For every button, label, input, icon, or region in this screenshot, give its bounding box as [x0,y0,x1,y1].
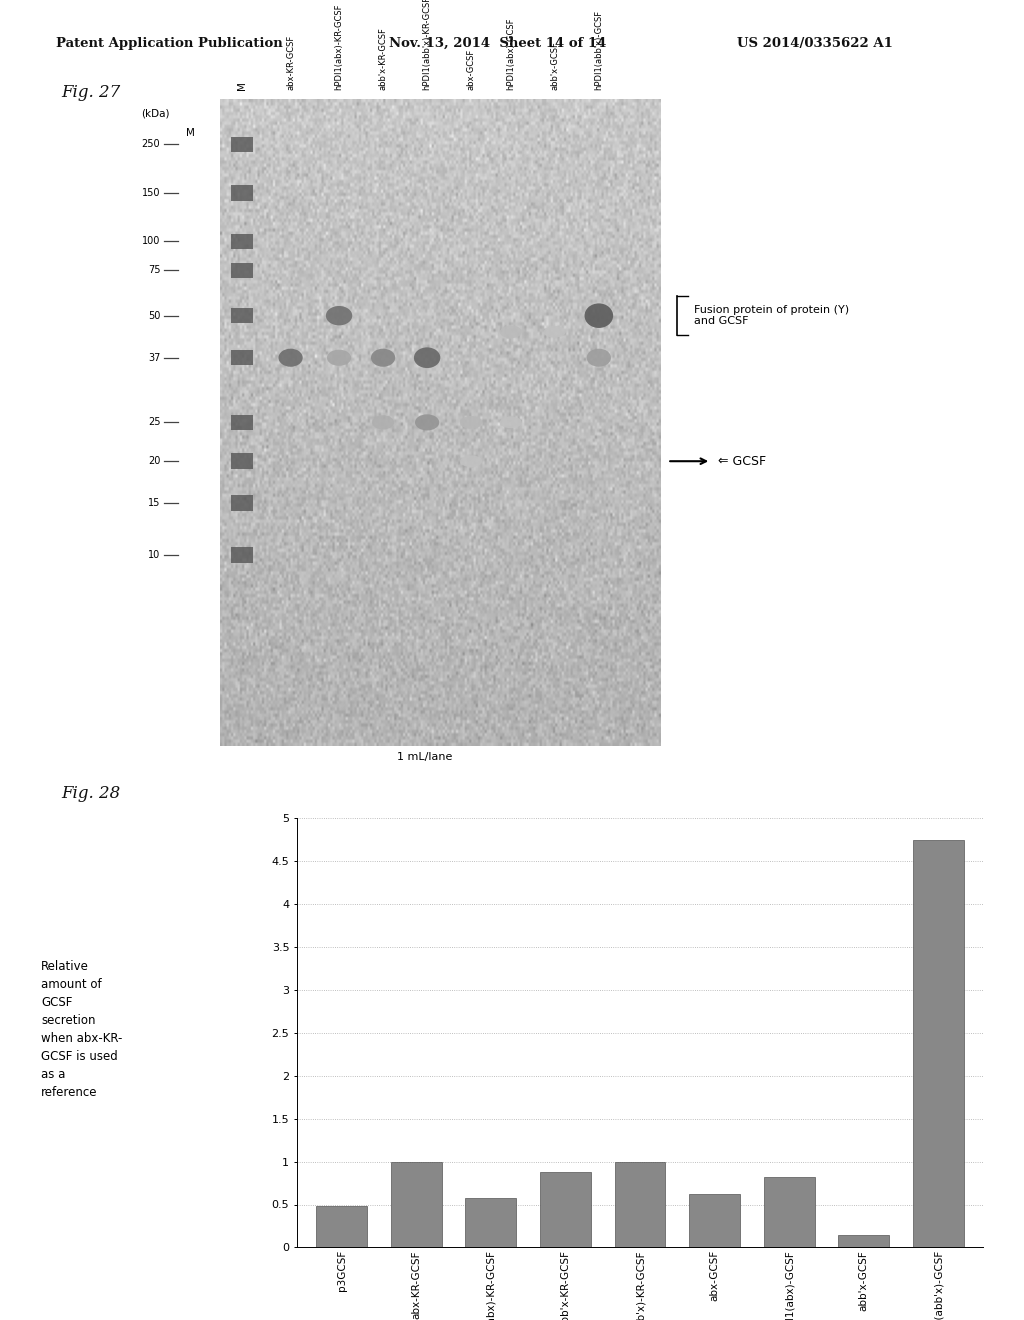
Text: Fig. 27: Fig. 27 [61,84,121,102]
Bar [316,1206,367,1247]
Text: Patent Application Publication: Patent Application Publication [56,37,283,50]
Text: Relative
amount of
GCSF
secretion
when abx-KR-
GCSF is used
as a
reference: Relative amount of GCSF secretion when a… [41,960,122,1100]
Text: hPDI1(abb'x)-GCSF: hPDI1(abb'x)-GCSF [594,9,603,90]
FancyBboxPatch shape [231,308,253,323]
Text: abx-KR-GCSF: abx-KR-GCSF [286,34,295,90]
Bar [466,1197,516,1247]
Bar [689,1195,740,1247]
Ellipse shape [371,348,395,367]
Ellipse shape [326,306,352,325]
FancyBboxPatch shape [231,185,253,201]
Ellipse shape [414,347,440,368]
Text: (kDa): (kDa) [141,108,170,119]
Ellipse shape [585,304,613,327]
FancyBboxPatch shape [231,136,253,152]
Text: M: M [186,128,196,139]
Bar [540,1172,591,1247]
Text: 37: 37 [147,352,161,363]
Text: 50: 50 [147,310,161,321]
Text: M: M [238,81,247,90]
Text: ⇐ GCSF: ⇐ GCSF [718,454,766,467]
Bar [391,1162,441,1247]
Text: 150: 150 [141,187,161,198]
Text: 75: 75 [147,265,161,276]
Text: abb'x-GCSF: abb'x-GCSF [550,41,559,90]
Text: US 2014/0335622 A1: US 2014/0335622 A1 [737,37,893,50]
Text: hPDI1(abb'x)-KR-GCSF: hPDI1(abb'x)-KR-GCSF [423,0,431,90]
Ellipse shape [372,416,394,429]
Text: abb'x-KR-GCSF: abb'x-KR-GCSF [379,26,387,90]
FancyBboxPatch shape [231,495,253,511]
Text: 25: 25 [147,417,161,428]
Text: 15: 15 [147,498,161,508]
FancyBboxPatch shape [231,414,253,430]
Text: hPDI1(abx)-GCSF: hPDI1(abx)-GCSF [506,17,515,90]
Text: 20: 20 [147,457,161,466]
Bar [614,1162,666,1247]
FancyBboxPatch shape [231,548,253,562]
Bar [764,1177,814,1247]
FancyBboxPatch shape [231,234,253,249]
Ellipse shape [415,414,439,430]
Text: hPDI1(abx)-KR-GCSF: hPDI1(abx)-KR-GCSF [335,3,343,90]
Ellipse shape [327,350,351,366]
Text: Fig. 28: Fig. 28 [61,785,121,803]
Ellipse shape [460,455,482,467]
FancyBboxPatch shape [231,263,253,279]
Text: Nov. 13, 2014  Sheet 14 of 14: Nov. 13, 2014 Sheet 14 of 14 [389,37,606,50]
Bar [913,840,964,1247]
FancyBboxPatch shape [231,454,253,469]
Ellipse shape [544,326,566,338]
Ellipse shape [587,348,611,367]
Text: 1 mL/lane: 1 mL/lane [397,752,453,763]
Ellipse shape [500,417,522,428]
Text: Fusion protein of protein (Y)
and GCSF: Fusion protein of protein (Y) and GCSF [694,305,849,326]
Ellipse shape [460,416,482,429]
Bar [839,1234,889,1247]
Text: abx-GCSF: abx-GCSF [467,49,475,90]
Text: 10: 10 [148,550,161,560]
Ellipse shape [279,348,303,367]
Text: 250: 250 [141,140,161,149]
Ellipse shape [500,326,522,338]
FancyBboxPatch shape [231,350,253,366]
Text: 100: 100 [142,236,161,247]
